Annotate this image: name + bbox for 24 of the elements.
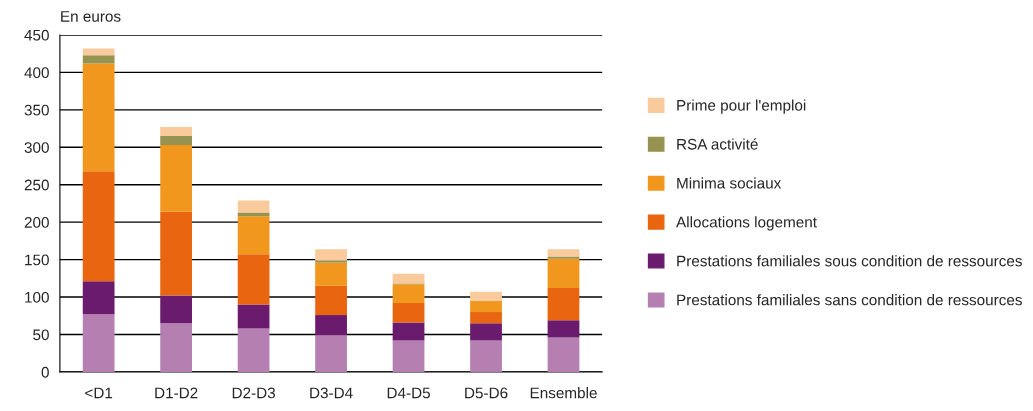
x-tick-label: D5-D6 — [465, 387, 508, 399]
y-tick-label: 200 — [24, 217, 49, 228]
y-tick-label: 400 — [24, 67, 49, 79]
legend-label: Prestations familiales sous condition de ressources — [677, 255, 1022, 267]
x-tick-label: D3-D4 — [310, 387, 353, 399]
y-tick-label: 450 — [24, 29, 49, 41]
x-tick-label: D2-D3 — [232, 387, 275, 399]
legend-label: Minima sociaux — [677, 177, 782, 189]
y-tick-label: 100 — [25, 291, 49, 303]
legend-label: Prime pour l'emploi — [677, 99, 806, 114]
y-tick-label: 350 — [24, 104, 49, 116]
y-tick-label: 50 — [33, 329, 49, 341]
y-tick-label: 250 — [24, 179, 49, 191]
x-tick-label: <D1 — [85, 387, 113, 399]
x-tick-label: D4-D5 — [387, 387, 430, 399]
y-axis-title: En euros — [61, 11, 121, 22]
y-tick-label: 300 — [24, 142, 49, 153]
x-tick-label: Ensemble — [530, 387, 597, 399]
legend-label: RSA activité — [677, 138, 758, 150]
legend-label: Allocations logement — [676, 216, 817, 231]
x-tick-label: D1-D2 — [155, 387, 198, 399]
y-tick-label: 0 — [41, 366, 49, 378]
legend-label: Prestations familiales sans condition de ressources — [677, 294, 1022, 306]
y-tick-label: 150 — [25, 254, 49, 266]
